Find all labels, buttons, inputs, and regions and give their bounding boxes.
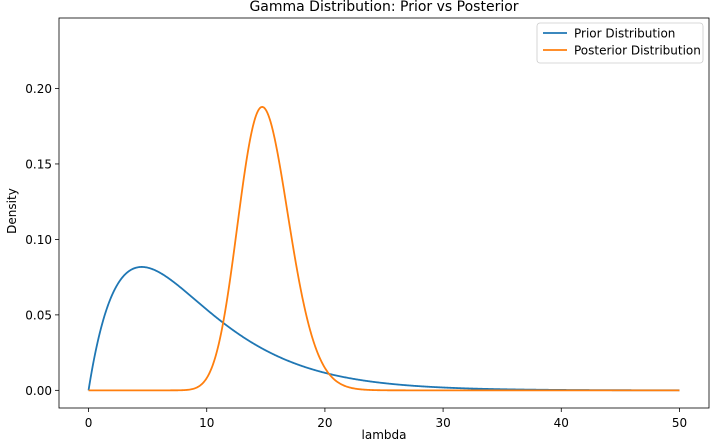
y-tick-label: 0.00 (25, 384, 52, 398)
x-tick-label: 30 (435, 416, 450, 430)
x-axis-label: lambda (362, 428, 407, 442)
y-tick-label: 0.10 (25, 233, 52, 247)
series-lines (87, 106, 680, 392)
x-tick-label: 0 (85, 416, 93, 430)
y-tick-label: 0.15 (25, 157, 52, 171)
plot-background (59, 18, 709, 408)
y-axis-label: Density (5, 188, 19, 234)
series-line-posterior (88, 106, 680, 392)
x-tick-label: 50 (672, 416, 687, 430)
y-axis-ticks: 0.00 0.05 0.10 0.15 0.20 (25, 82, 59, 398)
legend: Prior Distribution Posterior Distributio… (536, 22, 704, 64)
y-tick-label: 0.05 (25, 308, 52, 322)
x-tick-label: 20 (317, 416, 332, 430)
plot-area (58, 17, 710, 409)
legend-box (536, 22, 704, 64)
y-tick-label: 0.20 (25, 82, 52, 96)
legend-label-prior: Prior Distribution (574, 27, 675, 41)
x-tick-label: 10 (199, 416, 214, 430)
chart-title: Gamma Distribution: Prior vs Posterior (249, 0, 518, 15)
legend-label-posterior: Posterior Distribution (574, 44, 701, 58)
x-tick-label: 40 (554, 416, 569, 430)
x-axis-ticks: 0 10 20 30 40 50 (85, 408, 687, 430)
axes-frame (58, 17, 710, 409)
